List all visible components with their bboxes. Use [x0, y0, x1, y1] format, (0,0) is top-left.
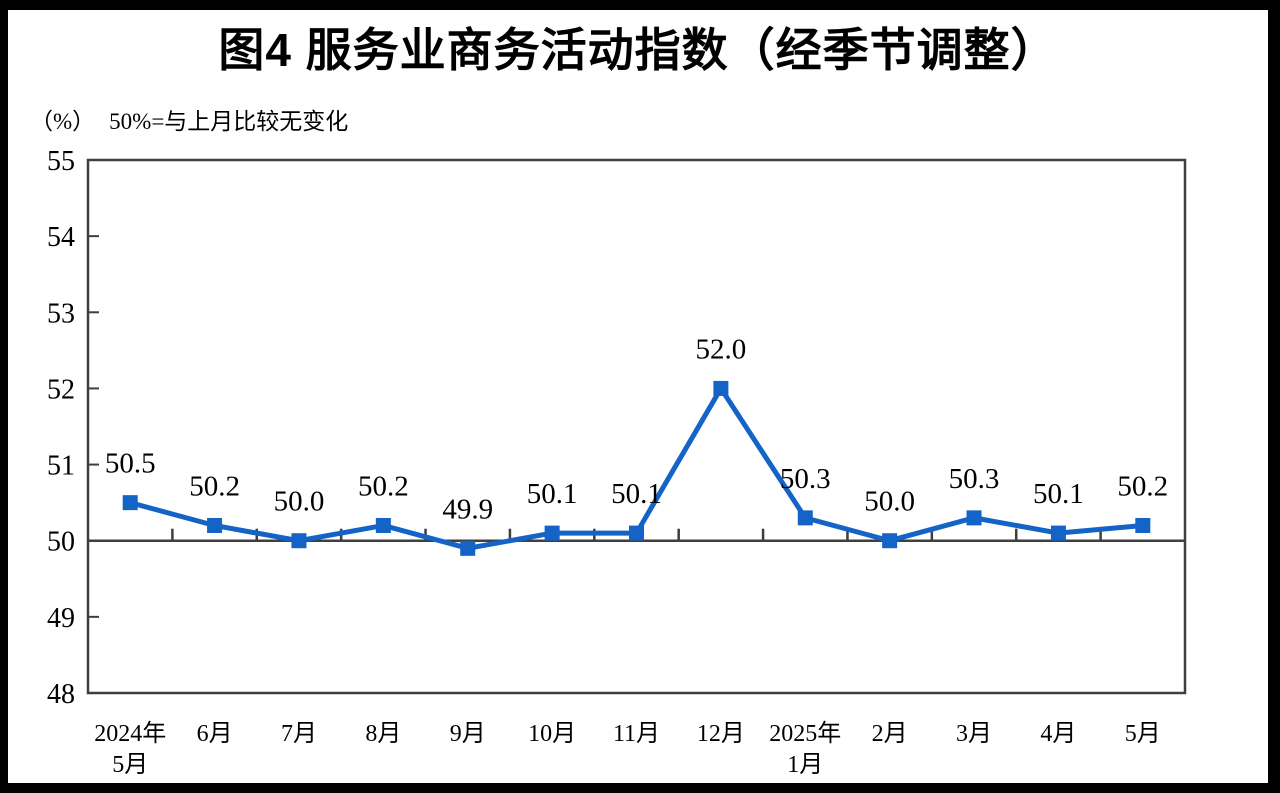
y-axis-label: 51: [47, 451, 75, 482]
x-axis-label: 1月: [787, 752, 823, 778]
data-label: 50.1: [1033, 478, 1084, 510]
x-axis-label: 12月: [697, 721, 745, 747]
x-axis-label: 2024年: [94, 720, 166, 747]
y-axis-label: 49: [47, 603, 75, 634]
data-point-marker: [797, 510, 813, 526]
data-point-marker: [882, 533, 898, 549]
data-label: 50.2: [189, 470, 240, 502]
data-label: 50.0: [864, 486, 915, 518]
x-axis-label: 2025年: [769, 720, 841, 747]
chart-subtitle: （%） 50%=与上月比较无变化: [30, 102, 348, 136]
line-chart: 48 49 50 51 52 53 54 55 50.5 50.2 50.0 50.2 49.9 50.1…: [47, 146, 1187, 778]
data-label: 50.1: [527, 478, 578, 510]
data-label: 50.0: [274, 486, 325, 518]
x-axis-label: 4月: [1040, 721, 1076, 747]
data-label: 52.0: [696, 333, 747, 365]
data-point-marker: [291, 533, 307, 549]
x-axis-label: 3月: [956, 721, 992, 747]
y-axis-label: 55: [47, 146, 75, 177]
data-label: 50.2: [1117, 470, 1168, 502]
x-axis-label: 8月: [365, 721, 401, 747]
data-point-marker: [122, 495, 138, 511]
data-label: 50.5: [105, 448, 156, 480]
data-label: 50.3: [780, 463, 831, 495]
data-point-marker: [544, 525, 560, 541]
x-axis-label: 5月: [112, 752, 148, 778]
plot-border: [86, 158, 1187, 695]
y-axis-label: 50: [47, 527, 75, 558]
data-label: 50.1: [611, 478, 662, 510]
y-axis-label: 54: [47, 222, 75, 253]
x-axis-label: 7月: [281, 721, 317, 747]
data-point-marker: [966, 510, 982, 526]
data-point-marker: [207, 517, 223, 533]
y-axis-label: 52: [47, 374, 75, 405]
data-point-marker: [629, 525, 644, 541]
data-label: 50.3: [949, 463, 1000, 495]
x-axis-label: 10月: [528, 721, 576, 747]
data-point-marker: [460, 540, 476, 556]
y-axis-label: 53: [47, 298, 75, 329]
x-axis-label: 9月: [450, 721, 486, 747]
data-point-marker: [713, 380, 729, 396]
x-axis-label: 5月: [1125, 721, 1161, 747]
chart-title: 图4 服务业商务活动指数（经季节调整）: [218, 24, 1058, 76]
y-axis-unit-label: （%）: [30, 109, 96, 134]
reference-note: 50%=与上月比较无变化: [109, 109, 349, 134]
x-axis-label: 6月: [197, 721, 233, 747]
data-point-marker: [1050, 525, 1066, 541]
y-axis-label: 48: [47, 679, 75, 710]
x-axis-label: 2月: [872, 721, 908, 747]
data-point-marker: [1135, 517, 1151, 533]
x-axis-label: 11月: [613, 721, 660, 747]
data-point-marker: [375, 517, 391, 533]
data-label: 50.2: [358, 470, 409, 502]
data-label: 49.9: [442, 493, 493, 525]
